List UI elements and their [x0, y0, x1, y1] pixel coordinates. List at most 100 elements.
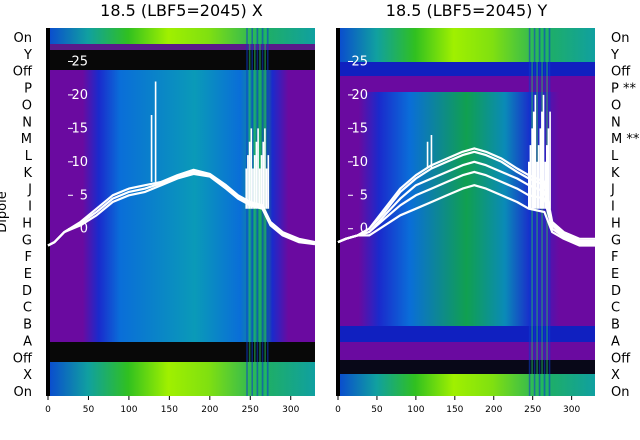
dipole-label: H [22, 216, 32, 231]
dipole-label: I [28, 200, 32, 215]
dipole-label: O [22, 98, 32, 113]
heatmap-band-top [48, 28, 315, 44]
x-panel: 18.5 (LBF5=2045) X On Y Off PONMLKJIHGFEDCBA… [0, 1, 316, 415]
heatmap-streak [533, 28, 536, 396]
y-tick-label: 15 [71, 121, 88, 136]
heatmap-off-bottom [338, 342, 595, 360]
dipole-label: I [611, 200, 615, 215]
dipole-label: C [611, 301, 620, 316]
x-tick-label: 100 [407, 405, 424, 415]
dipole-label: N [22, 115, 32, 130]
dipole-label: Off [13, 351, 33, 366]
dipole-label: O [611, 98, 621, 113]
dipole-label: B [611, 318, 620, 333]
series-spikes [150, 81, 157, 182]
x-tick-label: 150 [161, 405, 178, 415]
heatmap-streak [266, 28, 269, 396]
dipole-label: L [611, 149, 619, 164]
dipole-label: N [611, 115, 621, 130]
dipole-label: J [610, 183, 615, 198]
y-tick-label: 20 [71, 88, 88, 103]
y-tick-label: 5 [360, 188, 368, 203]
heatmap-band-y [48, 44, 315, 50]
heatmap-band-bottom [48, 362, 315, 396]
chart-title: 18.5 (LBF5=2045) X [100, 1, 263, 20]
dipole-label: M [21, 132, 32, 147]
series-line [337, 170, 595, 245]
series-line [337, 184, 595, 247]
dipole-label: H [611, 216, 621, 231]
left-strip [46, 28, 50, 396]
dipole-label: E [611, 267, 619, 282]
x-tick-label: 50 [83, 405, 95, 415]
x-tick-label: 250 [524, 405, 541, 415]
chart-title: 18.5 (LBF5=2045) Y [386, 1, 548, 20]
y-tick-label: 0 [360, 222, 368, 237]
x-tick-label: 50 [371, 405, 383, 415]
x-tick-label: 250 [242, 405, 259, 415]
heatmap-streak [259, 28, 261, 396]
heatmap-off-top [48, 50, 315, 70]
dipole-label: Y [23, 48, 32, 63]
dipole-label: C [23, 301, 32, 316]
dipole-label: On [611, 385, 629, 400]
dipole-label: On [611, 31, 629, 46]
heatmap-body [48, 28, 315, 396]
y-tick-label: 20 [351, 88, 368, 103]
dipole-label: P ** [611, 82, 636, 97]
dipole-label: B [23, 318, 32, 333]
heatmap-streak [248, 28, 251, 396]
heatmap-streak [246, 28, 248, 396]
y-axis-label: Dipole [0, 191, 10, 232]
heatmap-x-row [338, 360, 595, 374]
heatmap-streak [536, 28, 538, 396]
dipole-label: Off [611, 351, 631, 366]
dipole-label: K [611, 166, 620, 181]
dipole-label: On [14, 31, 32, 46]
dipole-label: Off [13, 65, 33, 80]
dipole-label: X [23, 368, 32, 383]
heatmap-streak [528, 28, 531, 396]
y-tick-label: 10 [71, 155, 88, 170]
heatmap-band-top [338, 28, 595, 62]
y-tick-label: 10 [351, 155, 368, 170]
x-tick-label: 300 [563, 405, 580, 415]
x-tick-label: 150 [446, 405, 463, 415]
x-tick-label: 0 [335, 405, 341, 415]
y-tick-label: 15 [351, 121, 368, 136]
dipole-label: A [611, 334, 620, 349]
y-tick-label: 25 [71, 54, 88, 69]
x-tick-label: 0 [45, 405, 51, 415]
dipole-label: K [23, 166, 32, 181]
heatmap-streak [253, 28, 256, 396]
y-tick-label: 25 [351, 54, 368, 69]
heatmap-streak [531, 28, 533, 396]
heatmap-streak [261, 28, 264, 396]
y-panel: 18.5 (LBF5=2045) Y On Y Off P **ON M ** LKJIHG… [335, 1, 640, 415]
dipole-label: D [22, 284, 32, 299]
x-tick-label: 200 [485, 405, 502, 415]
dipole-label: D [611, 284, 621, 299]
dipole-label: Y [610, 48, 619, 63]
dipole-label: L [25, 149, 33, 164]
dipole-label: E [24, 267, 32, 282]
series-line [47, 172, 316, 247]
series-spikes [426, 135, 433, 169]
heatmap-off-bottom [48, 342, 315, 362]
dipole-label: J [27, 183, 32, 198]
dipole-label: P [24, 82, 32, 97]
series-spikes [528, 94, 551, 209]
heatmap-band-y [338, 62, 595, 76]
heatmap-a-row [338, 326, 595, 342]
dipole-label: F [611, 250, 618, 265]
x-tick-label: 300 [282, 405, 299, 415]
heatmap-off-top [338, 76, 595, 92]
x-tick-label: 100 [120, 405, 137, 415]
dipole-label: On [14, 385, 32, 400]
dipole-label: X [611, 368, 620, 383]
dipole-label: M ** [611, 132, 640, 147]
heatmap-band-bottom [338, 374, 595, 396]
heatmap-streak [251, 28, 254, 396]
left-strip [336, 28, 340, 396]
x-tick-label: 200 [201, 405, 218, 415]
